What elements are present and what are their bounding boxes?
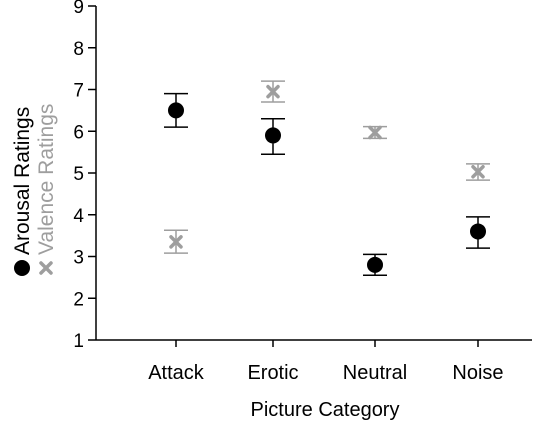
x-marker-stroke — [471, 164, 485, 179]
x-marker-stroke — [169, 235, 183, 249]
y-tick-label: 2 — [73, 289, 84, 310]
data-point — [169, 235, 183, 249]
series-valence — [164, 80, 490, 254]
y-tick-label: 7 — [73, 81, 84, 102]
data-point — [471, 164, 485, 179]
x-tick-label: Noise — [452, 362, 503, 384]
y-ticks: 1 2 3 4 5 6 7 8 9 — [73, 0, 96, 352]
legend-arousal-label: Arousal Ratings — [11, 107, 34, 255]
legend: Arousal Ratings Valence Ratings — [11, 104, 58, 276]
y-tick-label: 3 — [73, 248, 84, 269]
data-point — [367, 256, 383, 273]
y-tick-label: 1 — [73, 331, 84, 352]
data-marks — [164, 80, 490, 277]
x-ticks: Attack Erotic Neutral Noise — [148, 340, 504, 384]
data-point — [368, 125, 382, 140]
y-tick-label: 4 — [73, 206, 84, 227]
data-point — [470, 223, 486, 240]
legend-x-stroke — [39, 261, 53, 275]
data-point — [266, 84, 280, 99]
legend-valence-label: Valence Ratings — [35, 104, 58, 255]
legend-arousal-marker — [14, 260, 30, 276]
y-tick-label: 5 — [73, 164, 84, 185]
x-tick-label: Attack — [148, 362, 205, 384]
x-tick-label: Erotic — [247, 362, 298, 384]
y-tick-label: 9 — [73, 0, 84, 18]
series-arousal — [164, 92, 490, 277]
x-marker-stroke — [368, 125, 382, 140]
data-point — [265, 127, 281, 144]
y-tick-label: 6 — [73, 122, 84, 143]
x-marker-stroke — [266, 84, 280, 99]
x-axis-title: Picture Category — [251, 399, 400, 421]
data-point — [168, 102, 184, 119]
legend-valence-marker — [39, 261, 53, 275]
x-tick-label: Neutral — [343, 362, 407, 384]
axes — [95, 6, 532, 341]
y-tick-label: 8 — [73, 39, 84, 60]
